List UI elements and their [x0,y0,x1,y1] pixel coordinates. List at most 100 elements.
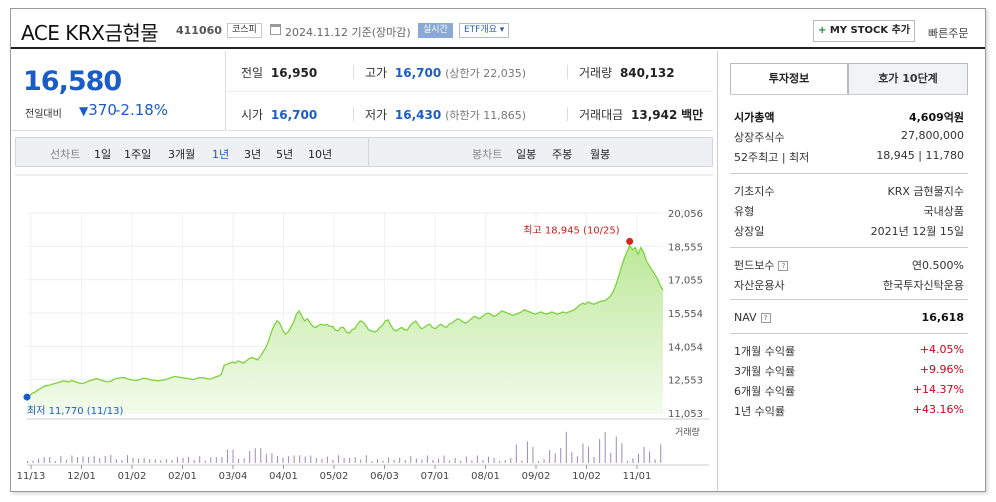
help-icon[interactable]: ? [760,313,771,323]
info-value: KRX 금현물지수 [887,185,965,198]
volume-bar [643,446,645,463]
quick-order-link[interactable]: 빠른주문 [928,27,969,40]
volume-bar [343,457,345,463]
volume-bar [471,460,473,463]
volume-bar [426,455,428,463]
volume-bar [165,459,167,463]
volume-bar [326,456,328,463]
stat-label: 고가 [365,66,388,80]
volume-bar [532,446,534,463]
volume-bar [626,460,628,463]
candle-daily[interactable]: 일봉 [516,148,537,161]
info-label: 자산운용사 [734,279,785,292]
stat-unit: 백만 [681,108,704,122]
volume-bar [576,456,578,463]
line-chart-label[interactable]: 선차트 [50,148,81,161]
volume-bar [526,441,528,463]
candle-weekly[interactable]: 주봉 [552,148,573,161]
volume-bar [549,450,551,463]
add-my-stock-button[interactable]: + MY STOCK 추가 [813,20,915,42]
info-value: +9.96% [919,363,964,376]
period-3y[interactable]: 3년 [244,148,262,161]
price-chart[interactable]: 최고 18,945 (10/25) 최저 11,770 (11/13) 거래량 2… [15,171,713,485]
volume-bar [176,457,178,463]
volume-bar [615,436,617,463]
volume-bar [493,457,495,463]
volume-bar [415,458,417,463]
volume-bar [360,459,362,463]
volume-bar [260,448,262,463]
volume-bar [249,450,251,463]
y-tick-label: 14,054 [668,342,703,353]
volume-bar [604,431,606,463]
info-label: 3개월 수익률 [734,365,796,378]
x-tick-label: 06/03 [370,471,399,482]
x-tick-label: 02/01 [168,471,197,482]
nav-label: NAV [734,311,757,324]
x-tick-label: 01/02 [118,471,147,482]
info-label: 상장주식수 [734,131,785,144]
period-1w[interactable]: 1주일 [124,148,152,161]
volume-bar [421,459,423,463]
stock-code: 411060 [176,24,222,37]
y-tick-label: 18,555 [668,242,703,253]
stat-label: 저가 [365,108,388,122]
stat-label: 시가 [241,108,264,122]
period-3m[interactable]: 3개월 [168,148,196,161]
volume-bar [154,459,156,463]
info-label: NAV? [734,311,771,324]
volume-bar [554,453,556,463]
volume-bar [38,458,40,463]
tab-investment-info[interactable]: 투자정보 [730,63,848,95]
volume-bar [515,444,517,463]
volume-bar [132,457,134,463]
volume-bar [93,455,95,463]
stat-value: 16,430 [394,108,442,122]
x-tick-label: 10/02 [572,471,601,482]
stat-value: 16,950 [270,66,318,80]
tab-order-book[interactable]: 호가 10단계 [848,63,968,95]
stat-label: 거래량 [579,66,613,80]
x-tick-label: 11/13 [17,471,46,482]
volume-bar [349,457,351,463]
period-1y[interactable]: 1년 [212,148,230,161]
volume-bar [115,459,117,463]
etf-overview-dropdown[interactable]: ETF개요 ▾ [459,23,510,38]
volume-bar [582,443,584,463]
volume-bar [110,455,112,463]
volume-bar [265,453,267,463]
volume-bar [438,458,440,463]
period-10y[interactable]: 10년 [308,148,333,161]
info-value: 4,609억원 [908,111,964,124]
volume-bar [321,458,323,463]
stat-value: 13,942 [631,108,678,122]
info-label: 유형 [734,205,755,218]
help-icon[interactable]: ? [778,261,789,271]
volume-bar [188,456,190,463]
volume-bar [304,456,306,463]
info-label: 6개월 수익률 [734,385,796,398]
x-tick-label: 09/02 [522,471,551,482]
info-value: 27,800,000 [901,129,964,142]
info-label: 시가총액 [734,111,775,124]
volume-bar [432,460,434,463]
volume-bar [638,453,640,463]
min-label: 최저 11,770 (11/13) [27,405,123,417]
volume-bar [276,456,278,463]
period-5y[interactable]: 5년 [276,148,294,161]
realtime-button[interactable]: 실시간 [418,23,453,38]
volume-bar [654,459,656,463]
volume-bar [226,449,228,463]
volume-bar [510,457,512,463]
bar-chart-label[interactable]: 봉차트 [472,148,503,161]
volume-bar [465,456,467,463]
volume-bar [121,459,123,463]
x-tick-label: 12/01 [67,471,96,482]
volume-bar [488,456,490,463]
candle-monthly[interactable]: 월봉 [590,148,611,161]
period-1d[interactable]: 1일 [94,148,112,161]
volume-bar [221,457,223,463]
volume-bar [310,455,312,463]
x-tick-label: 04/01 [269,471,298,482]
x-tick-label: 11/01 [623,471,652,482]
